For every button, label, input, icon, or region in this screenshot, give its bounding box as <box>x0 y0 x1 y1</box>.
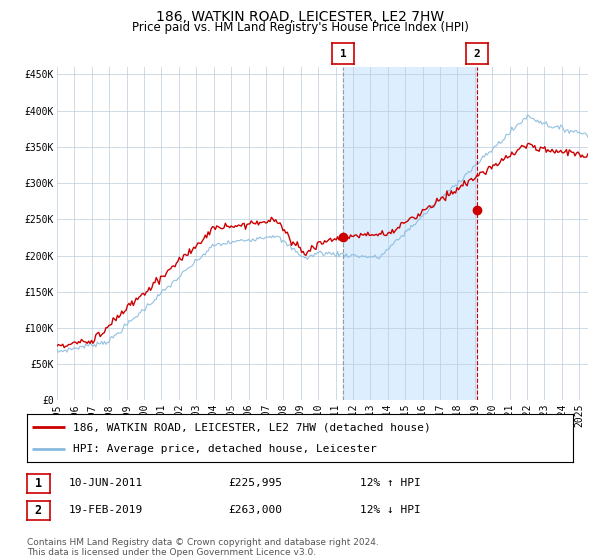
Text: 12% ↑ HPI: 12% ↑ HPI <box>360 478 421 488</box>
Text: 19-FEB-2019: 19-FEB-2019 <box>69 505 143 515</box>
Text: 12% ↓ HPI: 12% ↓ HPI <box>360 505 421 515</box>
Bar <box>343 67 477 400</box>
Text: 10-JUN-2011: 10-JUN-2011 <box>69 478 143 488</box>
Text: Contains HM Land Registry data © Crown copyright and database right 2024.
This d: Contains HM Land Registry data © Crown c… <box>27 538 379 557</box>
Text: 1: 1 <box>35 477 42 490</box>
Text: 1: 1 <box>340 49 347 59</box>
Text: £225,995: £225,995 <box>228 478 282 488</box>
Text: 186, WATKIN ROAD, LEICESTER, LE2 7HW (detached house): 186, WATKIN ROAD, LEICESTER, LE2 7HW (de… <box>73 422 431 432</box>
Text: £263,000: £263,000 <box>228 505 282 515</box>
Text: 2: 2 <box>473 49 481 59</box>
Text: 2: 2 <box>35 503 42 517</box>
Text: Price paid vs. HM Land Registry's House Price Index (HPI): Price paid vs. HM Land Registry's House … <box>131 21 469 34</box>
Text: HPI: Average price, detached house, Leicester: HPI: Average price, detached house, Leic… <box>73 444 377 454</box>
Text: 186, WATKIN ROAD, LEICESTER, LE2 7HW: 186, WATKIN ROAD, LEICESTER, LE2 7HW <box>156 10 444 24</box>
